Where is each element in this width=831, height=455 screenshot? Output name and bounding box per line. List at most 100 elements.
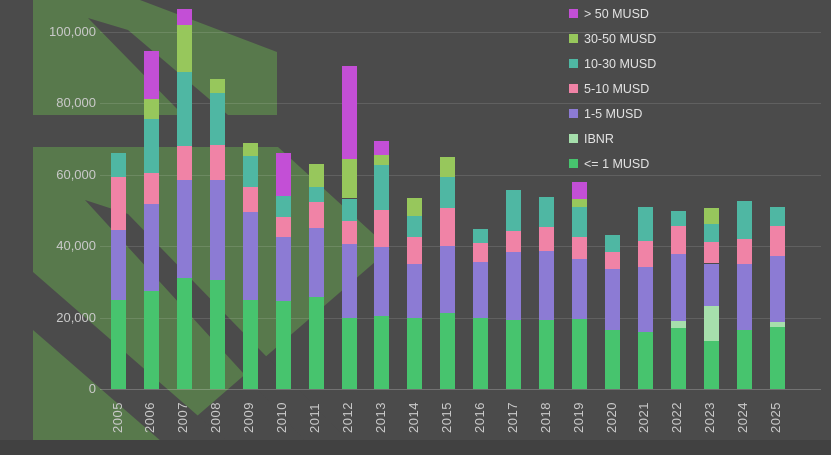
bar-segment[interactable] [275, 217, 291, 238]
bar-segment[interactable] [637, 240, 653, 267]
legend-item[interactable]: 5-10 MUSD [569, 76, 656, 101]
bar-segment[interactable] [275, 301, 291, 389]
bar-segment[interactable] [539, 251, 555, 320]
legend-item[interactable]: <= 1 MUSD [569, 151, 656, 176]
bar-segment[interactable] [242, 142, 258, 157]
bar-segment[interactable] [769, 225, 785, 256]
bar-segment[interactable] [275, 196, 291, 217]
bar-segment[interactable] [473, 318, 489, 389]
bar-segment[interactable] [605, 234, 620, 252]
bar-segment[interactable] [440, 313, 456, 389]
bar-segment[interactable] [308, 202, 324, 229]
bar-segment[interactable] [407, 237, 423, 265]
bar-segment[interactable] [670, 321, 686, 329]
bar-segment[interactable] [374, 315, 390, 389]
bar-segment[interactable] [637, 331, 653, 389]
bar-segment[interactable] [670, 254, 686, 322]
bar-segment[interactable] [506, 252, 522, 320]
bar-segment[interactable] [374, 247, 390, 316]
bar-segment[interactable] [473, 242, 489, 262]
bar-segment[interactable] [242, 156, 258, 187]
bar-segment[interactable] [209, 93, 225, 145]
bar-segment[interactable] [539, 197, 555, 228]
bar-segment[interactable] [769, 207, 785, 226]
legend-item[interactable]: 1-5 MUSD [569, 101, 656, 126]
bar-segment[interactable] [374, 140, 390, 155]
bar-segment[interactable] [440, 157, 456, 177]
bar-segment[interactable] [143, 99, 159, 120]
bar-segment[interactable] [374, 210, 390, 248]
bar-segment[interactable] [703, 341, 719, 389]
bar-segment[interactable] [605, 330, 620, 389]
bar-segment[interactable] [111, 299, 126, 389]
bar-segment[interactable] [440, 246, 456, 314]
bar-segment[interactable] [605, 269, 620, 330]
bar-segment[interactable] [539, 227, 555, 251]
bar-segment[interactable] [242, 212, 258, 300]
legend-item[interactable]: IBNR [569, 126, 656, 151]
bar-segment[interactable] [275, 153, 291, 197]
bar-segment[interactable] [572, 182, 587, 200]
bar-segment[interactable] [341, 244, 357, 319]
bar-segment[interactable] [605, 251, 620, 270]
bar-segment[interactable] [143, 291, 159, 389]
bar-segment[interactable] [769, 326, 785, 389]
bar-segment[interactable] [407, 215, 423, 238]
bar-segment[interactable] [308, 186, 324, 203]
bar-segment[interactable] [506, 190, 522, 231]
bar-segment[interactable] [473, 261, 489, 319]
bar-segment[interactable] [209, 179, 225, 280]
bar-segment[interactable] [637, 266, 653, 332]
bar-segment[interactable] [341, 198, 357, 221]
bar-segment[interactable] [572, 237, 587, 260]
bar-segment[interactable] [670, 210, 686, 226]
bar-segment[interactable] [703, 223, 719, 242]
bar-segment[interactable] [670, 328, 686, 389]
bar-segment[interactable] [308, 164, 324, 187]
bar-segment[interactable] [341, 220, 357, 245]
bar-segment[interactable] [736, 201, 752, 239]
bar-segment[interactable] [539, 320, 555, 389]
bar-segment[interactable] [473, 228, 489, 243]
bar-segment[interactable] [176, 72, 192, 147]
bar-segment[interactable] [111, 176, 126, 231]
bar-segment[interactable] [143, 51, 159, 100]
legend-item[interactable]: 30-50 MUSD [569, 26, 656, 51]
bar-segment[interactable] [374, 164, 390, 211]
bar-segment[interactable] [143, 203, 159, 292]
bar-segment[interactable] [736, 330, 752, 389]
bar-segment[interactable] [769, 256, 785, 322]
legend-item[interactable]: 10-30 MUSD [569, 51, 656, 76]
bar-segment[interactable] [670, 225, 686, 255]
bar-segment[interactable] [111, 230, 126, 300]
bar-segment[interactable] [637, 207, 653, 241]
bar-segment[interactable] [572, 207, 587, 238]
bar-segment[interactable] [209, 79, 225, 93]
bar-segment[interactable] [242, 186, 258, 213]
bar-segment[interactable] [572, 199, 587, 208]
bar-segment[interactable] [341, 158, 357, 199]
bar-segment[interactable] [506, 230, 522, 253]
bar-segment[interactable] [506, 320, 522, 389]
bar-segment[interactable] [176, 277, 192, 389]
bar-segment[interactable] [176, 146, 192, 180]
bar-segment[interactable] [176, 25, 192, 73]
bar-segment[interactable] [341, 65, 357, 159]
bar-segment[interactable] [242, 299, 258, 389]
bar-segment[interactable] [407, 318, 423, 389]
bar-segment[interactable] [176, 179, 192, 278]
bar-segment[interactable] [308, 228, 324, 298]
bar-segment[interactable] [308, 297, 324, 389]
bar-segment[interactable] [407, 198, 423, 216]
bar-segment[interactable] [703, 305, 719, 342]
bar-segment[interactable] [769, 321, 785, 327]
bar-segment[interactable] [374, 154, 390, 165]
bar-segment[interactable] [176, 9, 192, 26]
bar-segment[interactable] [440, 176, 456, 209]
bar-segment[interactable] [440, 208, 456, 247]
bar-segment[interactable] [407, 264, 423, 319]
legend-item[interactable]: > 50 MUSD [569, 1, 656, 26]
bar-segment[interactable] [275, 237, 291, 302]
bar-segment[interactable] [209, 144, 225, 180]
bar-segment[interactable] [703, 208, 719, 224]
